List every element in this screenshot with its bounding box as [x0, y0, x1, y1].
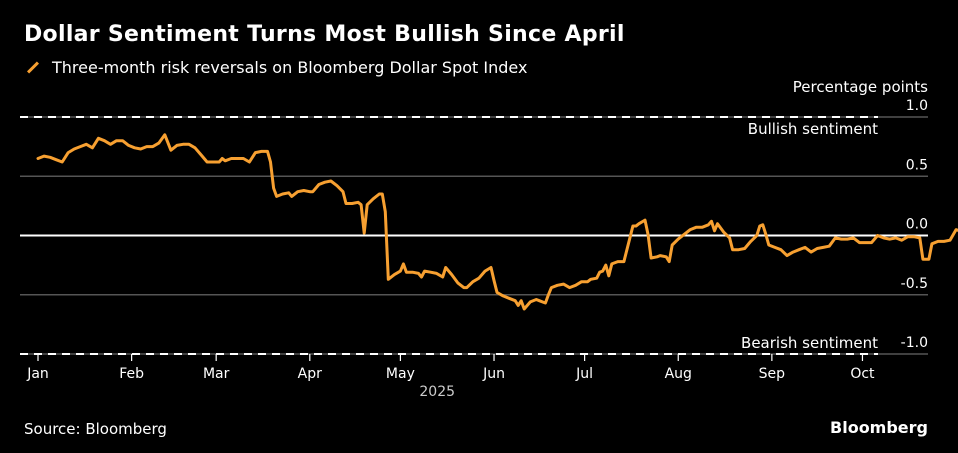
- legend: Three-month risk reversals on Bloomberg …: [24, 58, 527, 77]
- x-tick-label: Aug: [665, 366, 692, 382]
- x-tick-label: Jan: [26, 366, 49, 382]
- legend-label: Three-month risk reversals on Bloomberg …: [52, 58, 528, 77]
- y-tick-label: -1.0: [901, 335, 928, 351]
- series-line-risk-reversals: [36, 133, 958, 311]
- sentiment-annotation: Bullish sentiment: [748, 120, 878, 138]
- x-tick-label: Feb: [119, 366, 144, 382]
- x-tick-label: Jun: [482, 366, 505, 382]
- x-tick-label: Sep: [759, 366, 786, 382]
- source-label: Source: Bloomberg: [24, 420, 167, 438]
- x-tick-label: May: [386, 366, 415, 382]
- x-tick-label: Oct: [850, 366, 875, 382]
- x-axis-year-label: 2025: [419, 384, 455, 400]
- bloomberg-logo: Bloomberg: [830, 418, 928, 437]
- y-tick-label: -0.5: [901, 276, 928, 292]
- y-tick-label: 1.0: [906, 98, 928, 114]
- x-tick-label: Apr: [298, 366, 322, 382]
- y-tick-label: 0.5: [906, 157, 928, 173]
- y-tick-label: 0.0: [906, 217, 928, 233]
- x-tick-label: Mar: [203, 366, 230, 382]
- sentiment-annotation: Bearish sentiment: [741, 334, 878, 352]
- chart-title: Dollar Sentiment Turns Most Bullish Sinc…: [24, 22, 625, 47]
- x-tick-label: Jul: [575, 366, 593, 382]
- y-axis-unit-label: Percentage points: [792, 78, 928, 96]
